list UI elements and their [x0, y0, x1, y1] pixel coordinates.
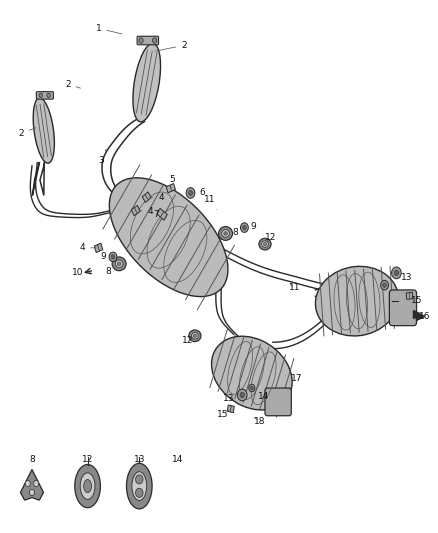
Text: 8: 8 — [226, 228, 239, 237]
Ellipse shape — [133, 43, 161, 122]
Polygon shape — [94, 243, 103, 253]
Ellipse shape — [194, 334, 196, 337]
Text: 6: 6 — [193, 189, 205, 197]
Circle shape — [237, 389, 247, 401]
Text: 13: 13 — [134, 455, 145, 464]
Text: 3: 3 — [98, 149, 106, 165]
Circle shape — [251, 386, 253, 390]
Text: 9: 9 — [244, 222, 256, 231]
Text: 2: 2 — [155, 41, 187, 51]
Ellipse shape — [315, 266, 399, 336]
Text: 2: 2 — [18, 128, 36, 138]
Circle shape — [34, 480, 39, 487]
Text: 16: 16 — [419, 312, 431, 320]
Circle shape — [381, 280, 389, 290]
Ellipse shape — [112, 257, 126, 271]
Text: 14: 14 — [172, 455, 183, 464]
Circle shape — [139, 38, 143, 43]
Text: 15: 15 — [411, 296, 422, 304]
Ellipse shape — [222, 230, 230, 237]
Circle shape — [109, 252, 117, 262]
Circle shape — [25, 480, 30, 487]
Ellipse shape — [75, 464, 100, 507]
Ellipse shape — [80, 473, 95, 499]
Circle shape — [188, 190, 193, 195]
Ellipse shape — [189, 330, 201, 342]
Text: 15: 15 — [217, 410, 229, 418]
Ellipse shape — [115, 260, 123, 268]
Circle shape — [152, 38, 157, 43]
Ellipse shape — [261, 241, 268, 247]
Circle shape — [240, 392, 244, 398]
Text: 4: 4 — [138, 207, 153, 215]
FancyBboxPatch shape — [137, 36, 159, 45]
Ellipse shape — [127, 463, 152, 509]
FancyBboxPatch shape — [265, 388, 291, 416]
Polygon shape — [157, 208, 167, 220]
Text: 8: 8 — [29, 455, 35, 464]
Text: 12: 12 — [265, 233, 276, 242]
Ellipse shape — [135, 488, 143, 497]
Polygon shape — [142, 192, 151, 203]
Polygon shape — [166, 183, 176, 193]
Ellipse shape — [110, 178, 228, 296]
Text: 5: 5 — [169, 175, 175, 188]
Polygon shape — [406, 292, 413, 300]
Circle shape — [394, 270, 399, 276]
Text: 7: 7 — [153, 210, 162, 219]
Ellipse shape — [132, 472, 147, 500]
Text: 17: 17 — [286, 375, 303, 383]
Text: 1: 1 — [95, 24, 122, 34]
Text: 12: 12 — [182, 336, 193, 344]
Text: 13: 13 — [223, 394, 242, 402]
Text: 18: 18 — [254, 417, 265, 425]
Text: 4: 4 — [149, 193, 164, 201]
Circle shape — [383, 283, 386, 287]
FancyBboxPatch shape — [389, 290, 417, 326]
Polygon shape — [227, 405, 234, 413]
Text: 10: 10 — [72, 269, 92, 277]
Polygon shape — [21, 470, 43, 500]
Circle shape — [240, 223, 248, 232]
Text: 13: 13 — [396, 273, 412, 281]
Ellipse shape — [259, 238, 271, 250]
Ellipse shape — [84, 480, 92, 492]
Text: 9: 9 — [100, 252, 113, 261]
Text: 12: 12 — [82, 455, 93, 464]
Text: 4: 4 — [80, 244, 96, 252]
Text: 11: 11 — [204, 196, 217, 209]
Text: 11: 11 — [289, 284, 300, 292]
Text: 2: 2 — [65, 80, 81, 88]
Ellipse shape — [224, 232, 227, 235]
Circle shape — [111, 255, 115, 259]
FancyBboxPatch shape — [36, 92, 53, 99]
Circle shape — [39, 93, 42, 98]
Ellipse shape — [263, 243, 266, 246]
Text: 14: 14 — [252, 388, 270, 401]
Circle shape — [47, 93, 50, 98]
Ellipse shape — [219, 227, 233, 240]
Circle shape — [186, 188, 195, 198]
Circle shape — [249, 384, 255, 392]
Circle shape — [392, 267, 401, 279]
Text: 8: 8 — [106, 265, 117, 276]
Ellipse shape — [33, 98, 54, 163]
Ellipse shape — [212, 336, 292, 410]
Ellipse shape — [191, 333, 198, 339]
Polygon shape — [131, 205, 140, 216]
Circle shape — [29, 489, 35, 496]
Circle shape — [243, 225, 246, 230]
Ellipse shape — [117, 262, 121, 265]
Ellipse shape — [135, 475, 143, 484]
